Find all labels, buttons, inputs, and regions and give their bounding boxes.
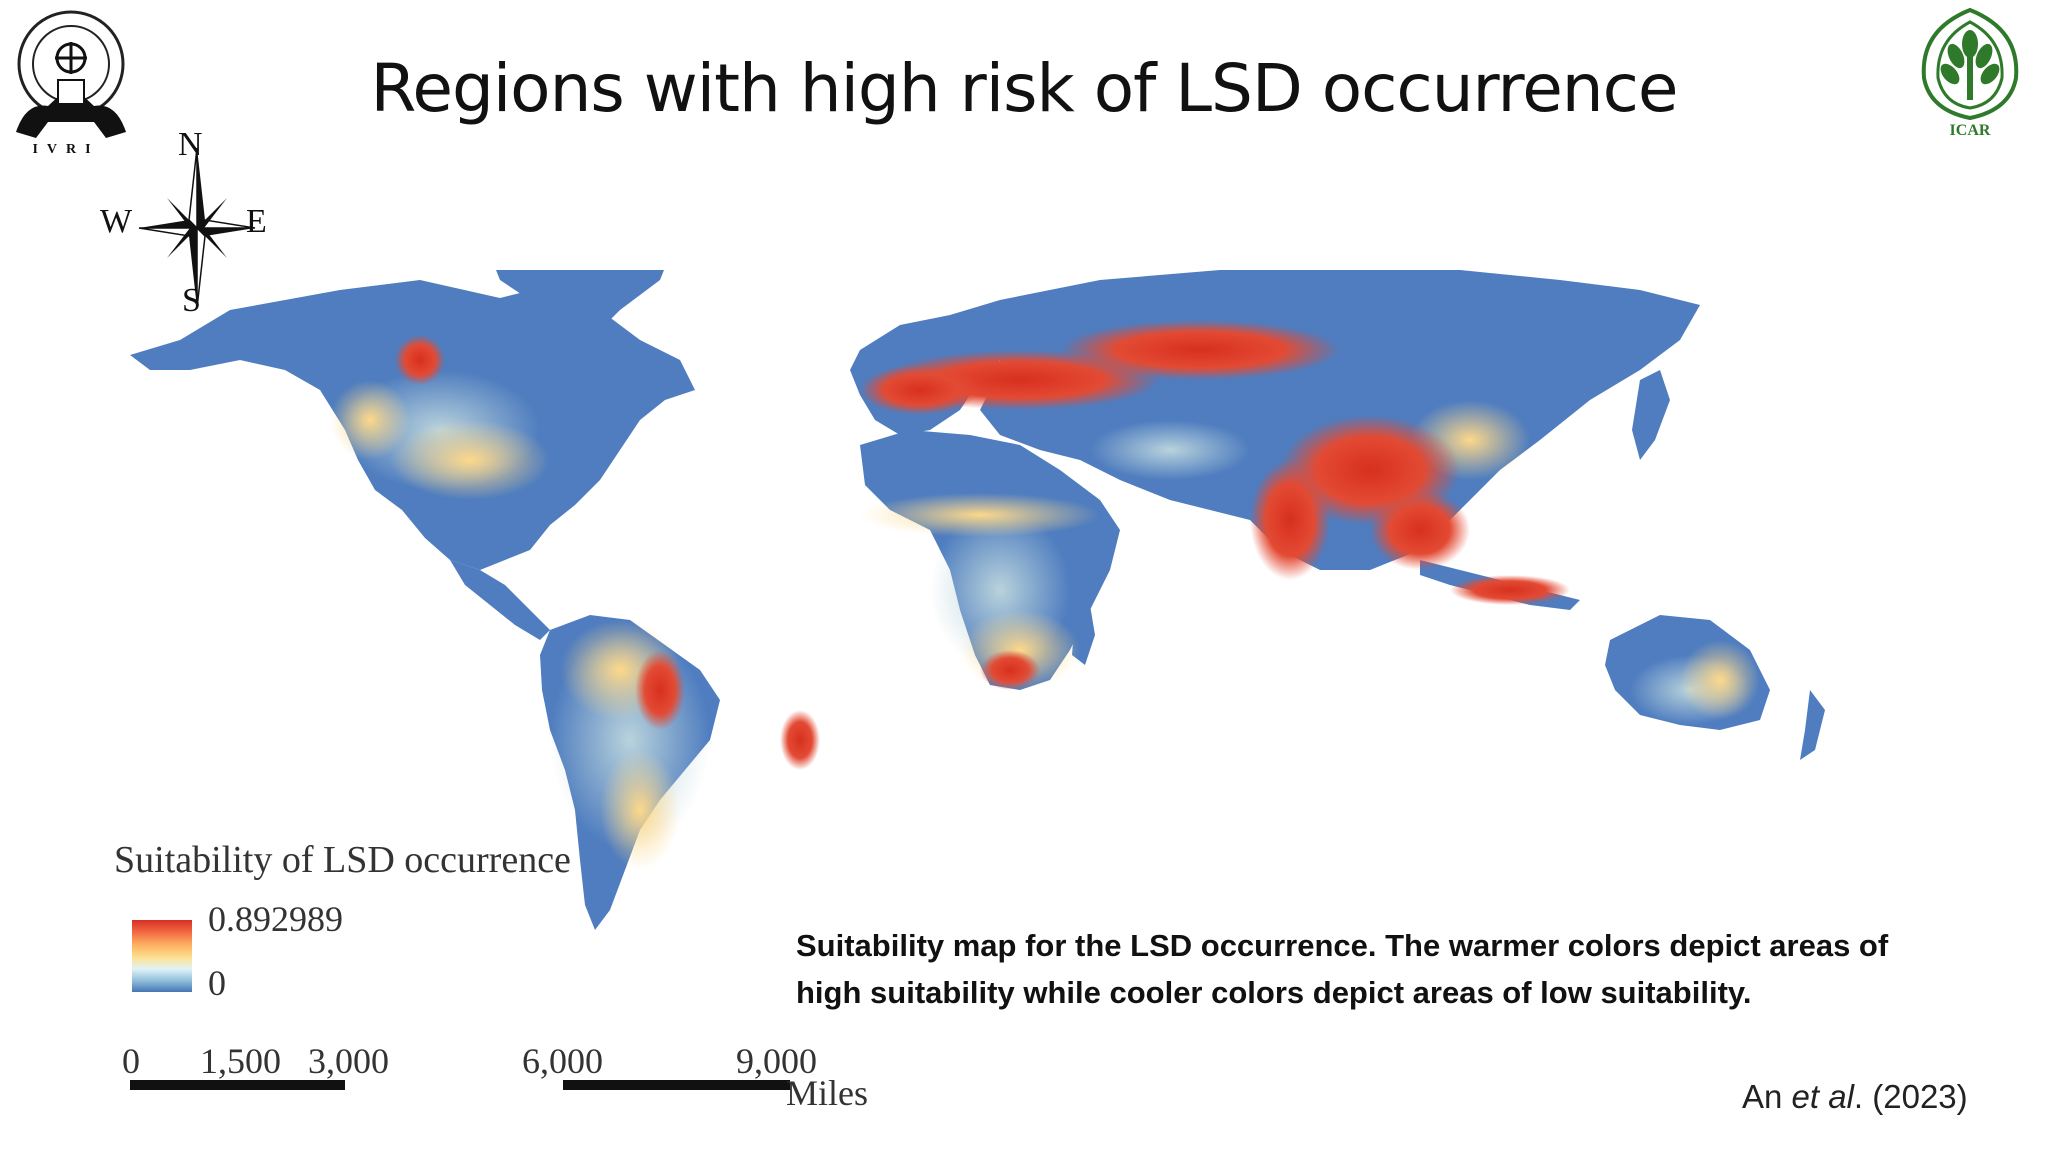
icar-logo-text: ICAR <box>1949 122 1991 139</box>
high-suitability-areas <box>395 320 1570 770</box>
world-suitability-map <box>130 270 1825 930</box>
new-zealand <box>1800 690 1825 760</box>
slide-title: Regions with high risk of LSD occurrence <box>370 50 1678 127</box>
ivri-logo-text: IVRI <box>32 142 100 157</box>
legend-title: Suitability of LSD occurrence <box>114 839 571 881</box>
japan <box>1632 370 1670 460</box>
legend-color-ramp <box>132 920 192 992</box>
central-america <box>450 560 550 640</box>
greenland <box>496 270 664 340</box>
citation-author: An <box>1742 1078 1792 1115</box>
ivri-logo <box>16 10 126 138</box>
compass-west-label: W <box>100 203 133 240</box>
scale-tick-label: 1,500 <box>200 1041 281 1081</box>
legend-min-label: 0 <box>208 963 226 1003</box>
compass-north-label: N <box>178 126 203 163</box>
scale-tick-label: 6,000 <box>522 1041 603 1081</box>
citation-etal: et al <box>1791 1078 1854 1115</box>
compass-east-label: E <box>246 203 267 240</box>
moderate-suitability-areas <box>330 380 1760 870</box>
scale-tick-label: 3,000 <box>308 1041 389 1081</box>
icar-logo <box>1921 7 2019 121</box>
scale-bar <box>130 1080 790 1090</box>
scale-tick-label: 9,000 <box>736 1041 817 1081</box>
legend-max-label: 0.892989 <box>208 899 343 939</box>
citation: An et al. (2023) <box>1742 1078 1968 1116</box>
scale-tick-label: 0 <box>122 1041 140 1081</box>
compass-rose-icon <box>138 147 256 309</box>
citation-year: . (2023) <box>1853 1078 1968 1115</box>
scale-unit-label: Miles <box>786 1073 869 1113</box>
figure-caption: Suitability map for the LSD occurrence. … <box>796 928 1889 1010</box>
compass-south-label: S <box>182 282 201 319</box>
